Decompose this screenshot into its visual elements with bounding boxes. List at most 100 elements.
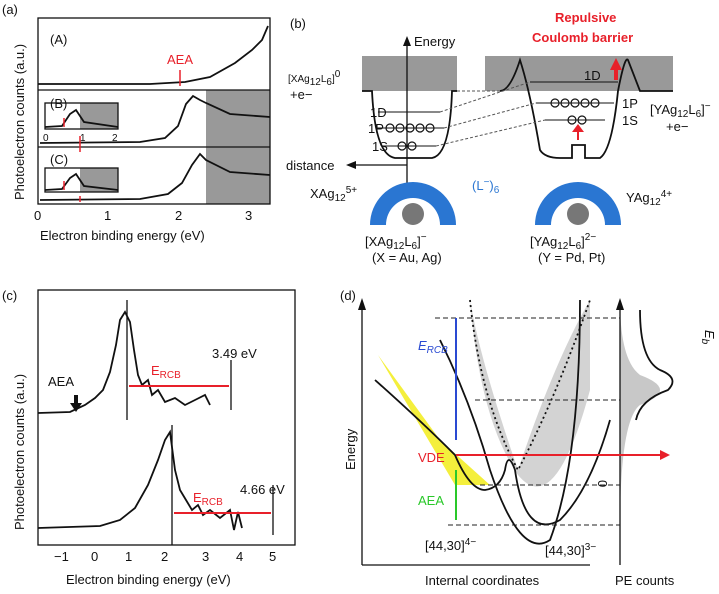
line xyxy=(439,81,531,113)
label: 12 xyxy=(335,193,347,204)
label: 2 xyxy=(161,549,168,564)
label: Repulsive xyxy=(555,10,616,25)
curve xyxy=(38,25,269,85)
label: 2 xyxy=(175,208,182,223)
arrowhead xyxy=(346,161,356,169)
label: [YAg xyxy=(650,102,677,117)
label: [44,30] xyxy=(545,543,585,558)
label: 4− xyxy=(465,537,477,548)
electron xyxy=(397,141,407,151)
label: 0 xyxy=(335,69,341,80)
label: 6 xyxy=(494,185,500,196)
curve xyxy=(572,124,584,140)
electron xyxy=(425,123,435,133)
label: (A) xyxy=(50,32,67,47)
electron xyxy=(567,203,589,225)
label: 3− xyxy=(585,542,597,553)
curve xyxy=(374,379,611,526)
x-axis-label: Electron binding energy (eV) xyxy=(40,228,205,243)
curve xyxy=(499,57,673,159)
label: 1P xyxy=(622,96,638,111)
arrowhead xyxy=(403,36,411,46)
group xyxy=(376,81,618,147)
label: 4 xyxy=(236,549,243,564)
curve xyxy=(39,152,271,201)
label: − xyxy=(484,177,490,188)
label: 12 xyxy=(677,109,689,120)
line xyxy=(443,102,537,129)
inset-b: 0 1 2 xyxy=(43,102,119,152)
electron xyxy=(415,123,425,133)
label: (d) xyxy=(340,288,356,303)
label: Eb xyxy=(699,330,717,345)
curve xyxy=(535,182,621,225)
label: E xyxy=(193,490,202,505)
curve xyxy=(44,108,119,128)
label: ) xyxy=(489,178,493,193)
label: 1S xyxy=(372,139,388,154)
label: 6 xyxy=(326,77,332,88)
label: [44,30] xyxy=(425,538,465,553)
label: RCB xyxy=(160,370,181,381)
label: PE counts xyxy=(615,573,675,588)
label: E xyxy=(702,330,717,339)
inset-c xyxy=(44,167,119,202)
aea-label: AEA xyxy=(167,52,193,67)
panel-label: (a) xyxy=(2,2,18,17)
box xyxy=(37,289,296,546)
label: [XAg12L6]− xyxy=(365,232,427,252)
label: (b) xyxy=(290,16,306,31)
label: 1 xyxy=(125,549,132,564)
label: L xyxy=(404,234,411,249)
box xyxy=(44,102,119,130)
label: [YAg12L6]− xyxy=(650,101,711,120)
label: [YAg12L6]2− xyxy=(530,232,596,252)
label: 6 xyxy=(696,109,702,120)
label: 3 xyxy=(202,549,209,564)
label: L xyxy=(568,234,575,249)
label: −1 xyxy=(54,549,69,564)
label: 2 xyxy=(112,133,118,144)
label: Electron binding energy (eV) xyxy=(66,572,231,587)
electron xyxy=(407,141,417,151)
electron xyxy=(570,98,580,108)
label: 0 xyxy=(595,480,610,487)
curve xyxy=(620,300,660,530)
label: [XAg xyxy=(365,234,393,249)
label: 0 xyxy=(91,549,98,564)
electron xyxy=(550,98,560,108)
label: (Y = Pd, Pt) xyxy=(538,250,605,265)
label: RCB xyxy=(202,497,223,508)
label: b xyxy=(699,339,710,345)
label: 4+ xyxy=(661,189,673,200)
label: ERCB xyxy=(151,363,181,381)
label: ] xyxy=(581,234,585,249)
electron xyxy=(385,123,395,133)
label: ] xyxy=(417,234,421,249)
label: 1 xyxy=(104,208,111,223)
y-axis-label: Photoelectron counts (a.u.) xyxy=(12,44,27,200)
label: +e− xyxy=(666,119,688,134)
label: distance xyxy=(286,158,334,173)
line xyxy=(435,119,546,147)
label: 0 xyxy=(43,133,49,144)
label: 12 xyxy=(557,241,569,252)
label: Energy xyxy=(414,34,456,49)
label: (L xyxy=(472,178,484,193)
electron xyxy=(405,123,415,133)
label: [44,30]3− xyxy=(545,542,596,558)
label: ERCB xyxy=(193,490,223,508)
curve xyxy=(39,94,271,144)
label: VDE xyxy=(418,450,445,465)
label: 6 xyxy=(412,241,418,252)
arrowhead xyxy=(616,298,624,310)
label: [44,30]4− xyxy=(425,537,476,553)
curve xyxy=(44,172,119,191)
label: 12 xyxy=(393,241,405,252)
label: Energy xyxy=(343,428,358,470)
label: 4.66 eV xyxy=(240,482,285,497)
arrowhead xyxy=(358,298,366,310)
label: 1 xyxy=(80,133,86,144)
label: YAg124+ xyxy=(626,189,672,208)
